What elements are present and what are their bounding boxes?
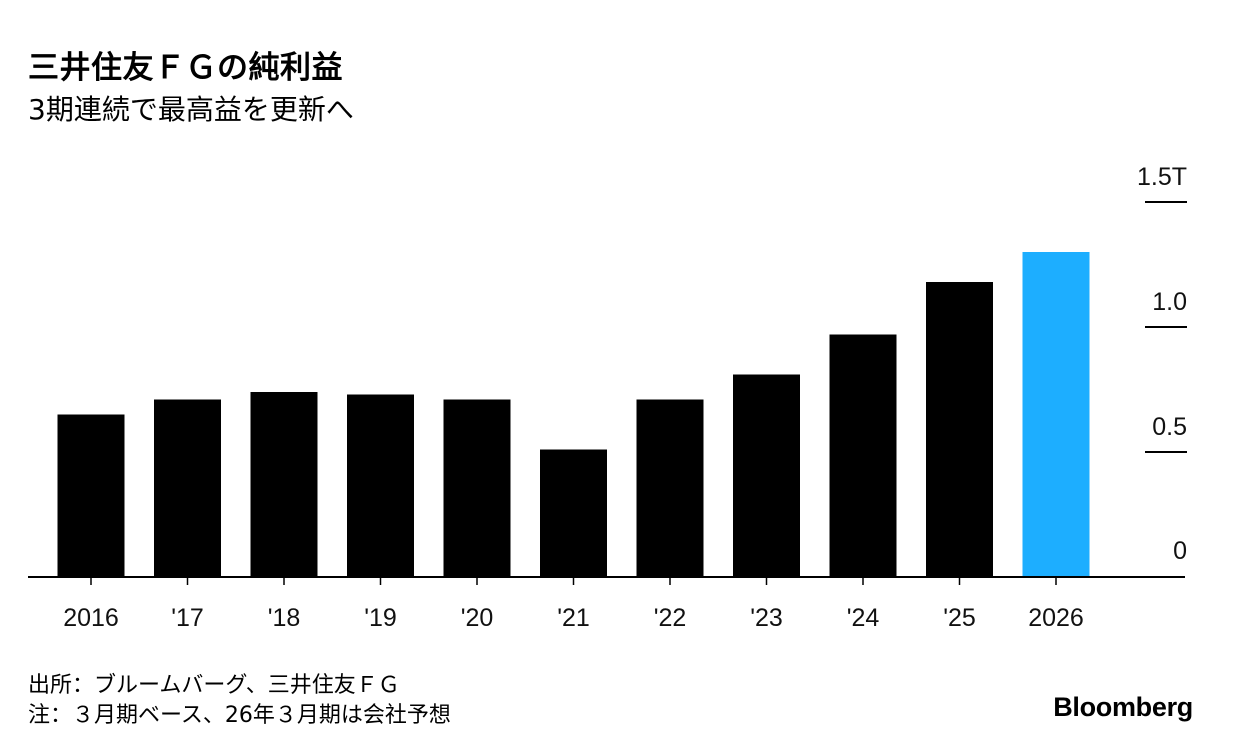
bar-21 <box>540 449 607 577</box>
bar-25 <box>926 282 993 577</box>
x-tick-label: 2016 <box>63 604 119 632</box>
source-note: 出所：ブルームバーグ、三井住友ＦＧ <box>28 673 400 698</box>
x-tick-label: '23 <box>750 604 783 632</box>
x-axis: 2016 '17 '18 '19 '20 '21 '22 '23 '24 '25 2026 <box>63 577 1084 632</box>
bar-2026 <box>1022 252 1090 577</box>
bloomberg-logo: Bloomberg <box>1053 692 1193 722</box>
x-tick-label: 2026 <box>1028 604 1084 632</box>
bar-22 <box>636 399 704 577</box>
x-tick-label: '25 <box>943 604 976 632</box>
footnote: 注：３月期ベース、26年３月期は会社予想 <box>28 703 451 728</box>
bar-17 <box>154 399 221 577</box>
chart-subtitle: 3期連続で最高益を更新へ <box>28 93 354 126</box>
bars-group <box>57 252 1090 577</box>
bar-2016 <box>57 414 125 577</box>
y-tick-label: 0.5 <box>1152 413 1187 441</box>
x-tick-label: '20 <box>461 604 494 632</box>
x-tick-label: '21 <box>557 604 590 632</box>
y-axis: 0 0.5 1.0 1.5T <box>1137 163 1187 565</box>
bar-chart: 0 0.5 1.0 1.5T 2016 '17 '18 '19 '20 '21 '22 '23 '24… <box>28 163 1187 632</box>
x-tick-label: '19 <box>364 604 397 632</box>
x-tick-label: '18 <box>268 604 301 632</box>
chart-title: 三井住友ＦＧの純利益 <box>28 50 343 86</box>
bar-24 <box>829 334 897 577</box>
footnotes: 出所：ブルームバーグ、三井住友ＦＧ 注：３月期ベース、26年３月期は会社予想 <box>28 671 451 731</box>
x-tick-label: '22 <box>654 604 687 632</box>
x-tick-label: '17 <box>171 604 204 632</box>
x-tick-label: '24 <box>847 604 880 632</box>
y-tick-label: 1.5T <box>1137 163 1187 191</box>
bar-18 <box>250 392 318 577</box>
bar-23 <box>733 374 800 577</box>
bar-20 <box>443 399 511 577</box>
bar-19 <box>347 394 414 577</box>
y-tick-label: 0 <box>1173 537 1187 565</box>
y-tick-label: 1.0 <box>1152 288 1187 316</box>
